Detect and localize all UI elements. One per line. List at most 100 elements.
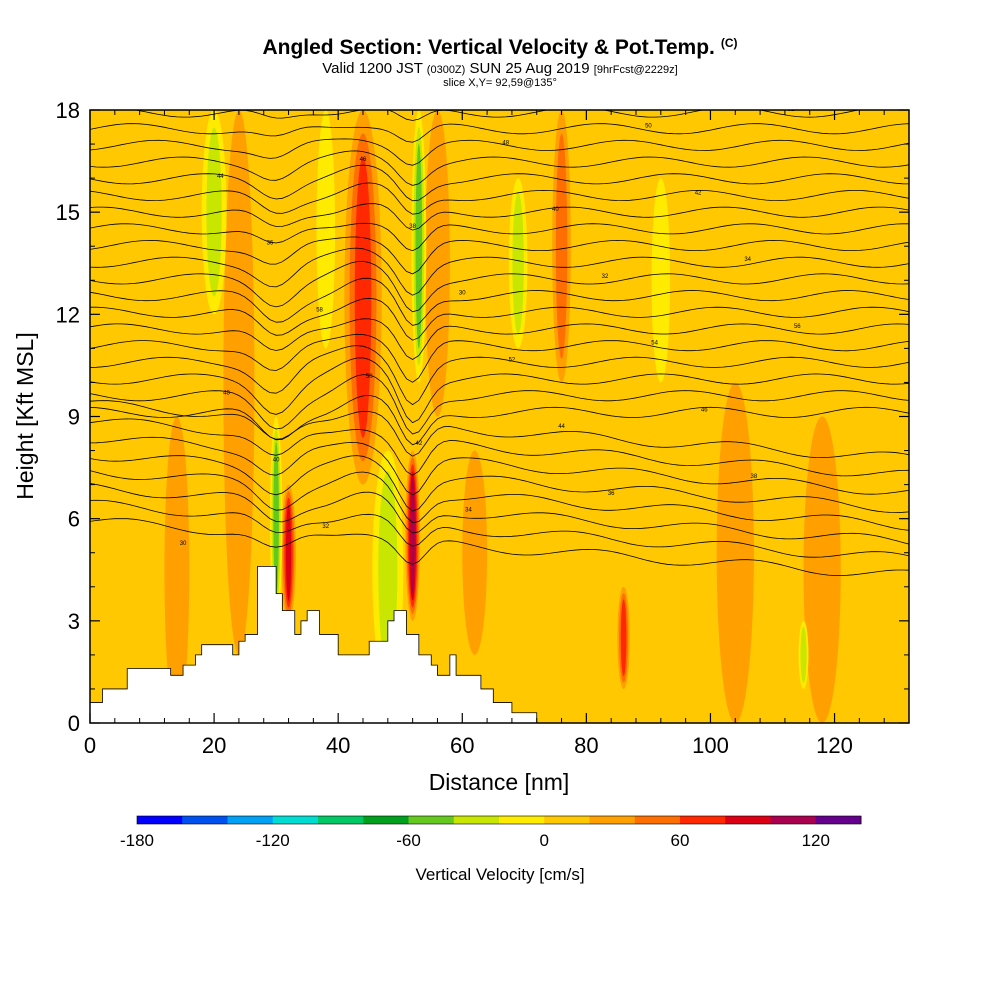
contour-label: 54: [651, 341, 658, 347]
contour-label: 52: [788, 107, 795, 113]
contour-label: 34: [744, 257, 751, 263]
contour-label: 30: [180, 541, 187, 547]
contour-label: 38: [751, 474, 758, 480]
x-tick-label: 80: [574, 733, 598, 758]
x-tick-label: 20: [202, 733, 226, 758]
velocity-band: [273, 442, 279, 596]
theta-contour: [90, 123, 909, 143]
slice-info: slice X,Y= 92,59@135°: [443, 77, 557, 89]
colorbar: -180 -120 -60 0 60 120: [120, 815, 862, 850]
velocity-band: [223, 110, 255, 655]
colorbar-swatch: [227, 816, 274, 824]
velocity-band: [354, 156, 372, 438]
theta-contour: [90, 182, 909, 215]
contour-label: 32: [322, 524, 329, 530]
theta-contour: [90, 203, 909, 231]
y-tick-label: 6: [68, 507, 80, 532]
contour-label: 36: [608, 491, 615, 497]
theta-contour: [90, 277, 909, 326]
chart-subtitle: Valid 1200 JST (0300Z) SUN 25 Aug 2019 […: [0, 60, 1000, 77]
theta-contour: [90, 357, 909, 424]
x-tick-label: 100: [692, 733, 729, 758]
colorbar-swatch: [634, 816, 681, 824]
theta-contour: [90, 499, 909, 558]
velocity-band: [555, 133, 568, 359]
theta-contour: [90, 400, 909, 459]
colorbar-tick-label: 0: [540, 831, 549, 850]
contour-label: 52: [509, 357, 516, 363]
contour-label: 46: [360, 157, 367, 163]
theta-contour: [90, 374, 909, 435]
y-tick-label: 3: [68, 609, 80, 634]
x-tick-label: 60: [450, 733, 474, 758]
theta-contour: [90, 455, 909, 513]
contour-label: 44: [558, 424, 565, 430]
y-tick-label: 0: [68, 711, 80, 736]
colorbar-swatch: [815, 816, 862, 824]
valid-date: SUN 25 Aug 2019: [469, 60, 590, 77]
colorbar-swatch: [182, 816, 228, 824]
x-tick-label: 40: [326, 733, 350, 758]
theta-contour: [90, 318, 909, 360]
contour-label: 32: [602, 274, 609, 280]
contour-label: 44: [217, 174, 224, 180]
theta-contour: [90, 483, 909, 545]
contour-label: 48: [223, 391, 230, 397]
colorbar-swatch: [770, 816, 817, 824]
velocity-band: [462, 450, 488, 655]
contour-label: 40: [273, 457, 280, 463]
theta-contour: [133, 110, 861, 121]
velocity-band: [716, 382, 754, 723]
velocity-band: [316, 110, 336, 349]
velocity-band: [800, 626, 807, 684]
contour-label: 30: [459, 291, 466, 297]
contour-label: 50: [645, 124, 652, 130]
colorbar-swatch: [680, 816, 726, 824]
theta-contour: [90, 150, 909, 186]
y-axis-title: Height [Kft MSL]: [12, 332, 38, 499]
theta-contour: [90, 247, 909, 296]
colorbar-swatch: [272, 816, 319, 824]
colorbar-tick-label: 120: [802, 831, 830, 850]
contour-label: 46: [701, 407, 708, 413]
chart-title: Angled Section: Vertical Velocity & Pot.…: [0, 36, 1000, 60]
plot-area: 30 32 34 36 38 40 42 44 46 48 50 52 54 56 58 30 32 34 36 38…: [90, 107, 909, 723]
valid-utc: (0300Z): [426, 64, 466, 76]
contour-label: 40: [552, 207, 559, 213]
velocity-band: [285, 504, 292, 601]
theta-contour: [90, 164, 909, 202]
colorbar-swatch: [725, 816, 771, 824]
velocity-band: [425, 110, 450, 417]
colorbar-swatch: [137, 816, 183, 824]
y-tick-label: 18: [56, 98, 80, 123]
contour-label: 56: [794, 324, 801, 330]
forecast-tag: [9hrFcst@2229z]: [593, 64, 678, 76]
colorbar-tick-label: 60: [671, 831, 690, 850]
contour-label: 38: [409, 224, 416, 230]
colorbar-swatch: [453, 816, 500, 824]
x-tick-label: 0: [84, 733, 96, 758]
x-axis-title: Distance [nm]: [429, 769, 570, 795]
theta-contour: [90, 518, 909, 576]
theta-contours: 30 32 34 36 38 40 42 44 46 48 50 52 54 56 58 30 32 34 36 38…: [90, 107, 909, 576]
colorbar-tick-label: -60: [396, 831, 421, 850]
theta-contour: [90, 260, 909, 313]
colorbar-tick-label: -120: [256, 831, 290, 850]
colorbar-swatch: [589, 816, 636, 824]
contour-label: 48: [502, 140, 509, 146]
theta-contour: [90, 345, 909, 406]
velocity-band: [206, 127, 222, 297]
colorbar-tick-label: -180: [120, 831, 154, 850]
velocity-band: [512, 192, 524, 334]
y-tick-label: 12: [56, 302, 80, 327]
theta-contour: [90, 333, 909, 383]
velocity-band: [803, 416, 841, 723]
colorbar-swatch: [363, 816, 409, 824]
contour-label: 58: [316, 307, 323, 313]
x-tick-label: 120: [816, 733, 853, 758]
colorbar-frame: [136, 815, 862, 825]
colorbar-title: Vertical Velocity [cm/s]: [415, 865, 584, 884]
theta-contour: [90, 394, 909, 446]
chart-title-text: Angled Section: Vertical Velocity & Pot.…: [262, 36, 715, 59]
